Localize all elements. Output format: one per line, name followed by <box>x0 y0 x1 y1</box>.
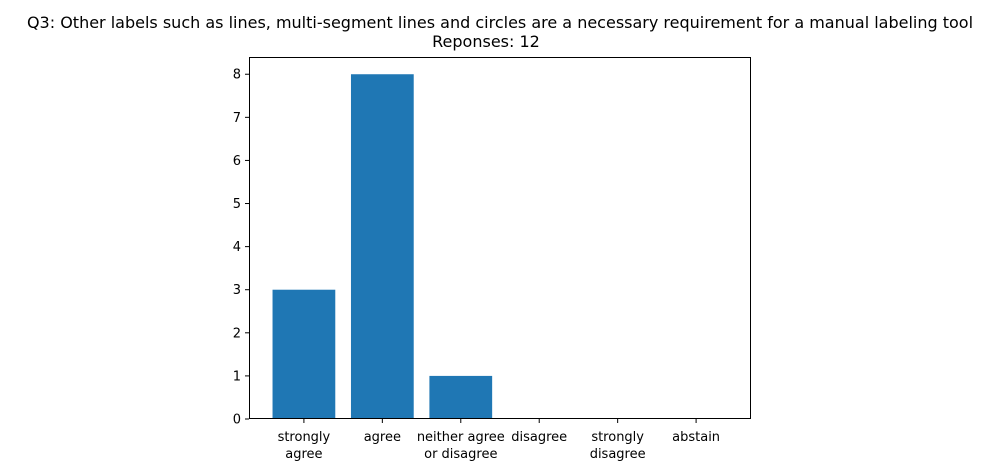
x-tick-label: abstain <box>672 430 720 445</box>
x-tick-label: strongly agree <box>278 430 331 462</box>
y-tick-label: 8 <box>233 68 241 83</box>
y-tick-label: 5 <box>233 197 241 212</box>
y-tick-label: 3 <box>233 283 241 298</box>
plot-frame <box>249 57 751 419</box>
y-tick-label: 2 <box>233 326 241 341</box>
y-tick-label: 1 <box>233 369 241 384</box>
bars-layer <box>272 74 493 419</box>
bar <box>272 289 336 419</box>
y-axis: 0 1 2 3 4 5 6 7 8 <box>233 68 249 428</box>
y-tick-label: 4 <box>233 240 241 255</box>
chart-subtitle: Reponses: 12 <box>432 32 540 51</box>
y-tick-label: 6 <box>233 154 241 169</box>
bar <box>429 375 493 419</box>
x-axis: strongly agree agree neither agree or disagr… <box>278 419 720 462</box>
x-tick-label: agree <box>364 430 401 445</box>
y-tick-label: 7 <box>233 111 241 126</box>
x-tick-label: neither agree or disagree <box>417 430 505 462</box>
x-tick-label: disagree <box>511 430 567 445</box>
bar <box>350 74 414 419</box>
x-tick-label: strongly disagree <box>590 430 646 462</box>
y-tick-label: 0 <box>233 413 241 428</box>
chart-title: Q3: Other labels such as lines, multi-se… <box>27 13 973 32</box>
